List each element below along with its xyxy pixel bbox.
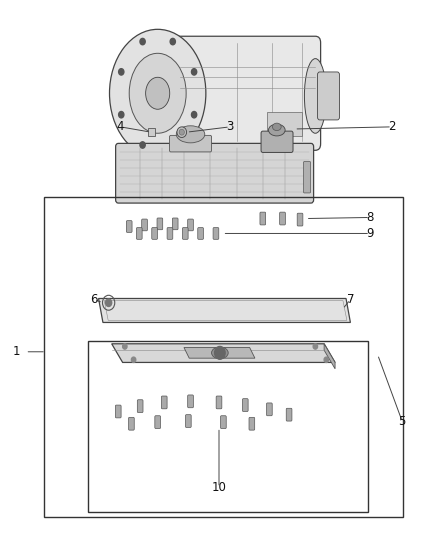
Text: 1: 1: [13, 345, 21, 358]
Bar: [267, 112, 302, 136]
Ellipse shape: [212, 347, 228, 359]
FancyBboxPatch shape: [157, 218, 162, 230]
FancyBboxPatch shape: [318, 72, 339, 120]
FancyBboxPatch shape: [213, 228, 219, 239]
Bar: [148, 128, 155, 136]
Ellipse shape: [272, 123, 281, 131]
Text: 3: 3: [226, 120, 233, 133]
FancyBboxPatch shape: [249, 417, 255, 430]
Circle shape: [106, 299, 112, 306]
FancyBboxPatch shape: [261, 131, 293, 152]
Circle shape: [324, 357, 328, 362]
Ellipse shape: [129, 53, 186, 133]
FancyBboxPatch shape: [216, 396, 222, 409]
Bar: [88, 341, 368, 512]
FancyBboxPatch shape: [126, 221, 132, 232]
Ellipse shape: [145, 77, 170, 109]
FancyBboxPatch shape: [161, 396, 167, 409]
FancyBboxPatch shape: [137, 228, 142, 239]
Polygon shape: [324, 344, 335, 369]
Ellipse shape: [179, 130, 184, 135]
FancyBboxPatch shape: [155, 416, 160, 429]
Circle shape: [191, 111, 197, 118]
FancyBboxPatch shape: [173, 218, 178, 230]
Ellipse shape: [110, 29, 206, 157]
FancyBboxPatch shape: [170, 135, 212, 152]
Text: 7: 7: [346, 293, 354, 306]
Circle shape: [131, 357, 136, 362]
Circle shape: [191, 69, 197, 75]
Circle shape: [313, 344, 318, 349]
FancyBboxPatch shape: [221, 416, 226, 429]
FancyBboxPatch shape: [142, 219, 147, 231]
FancyBboxPatch shape: [243, 399, 248, 411]
Circle shape: [170, 38, 175, 45]
Text: 9: 9: [366, 227, 374, 240]
Circle shape: [119, 69, 124, 75]
FancyBboxPatch shape: [152, 228, 157, 239]
Ellipse shape: [268, 124, 285, 136]
Polygon shape: [112, 344, 335, 362]
Circle shape: [140, 142, 145, 148]
FancyBboxPatch shape: [182, 228, 188, 239]
FancyBboxPatch shape: [266, 403, 272, 416]
FancyBboxPatch shape: [187, 219, 194, 231]
Circle shape: [140, 38, 145, 45]
FancyBboxPatch shape: [167, 228, 173, 239]
FancyBboxPatch shape: [116, 405, 121, 418]
FancyBboxPatch shape: [186, 415, 191, 427]
FancyBboxPatch shape: [129, 417, 134, 430]
Polygon shape: [184, 348, 255, 358]
Text: 6: 6: [90, 293, 98, 306]
Bar: [44, 197, 403, 517]
Text: 2: 2: [388, 120, 396, 133]
FancyBboxPatch shape: [187, 395, 194, 408]
Circle shape: [119, 111, 124, 118]
FancyBboxPatch shape: [297, 213, 303, 226]
Circle shape: [123, 344, 127, 349]
FancyBboxPatch shape: [198, 228, 203, 239]
FancyBboxPatch shape: [170, 36, 321, 150]
Text: 8: 8: [367, 211, 374, 224]
FancyBboxPatch shape: [116, 143, 314, 203]
FancyBboxPatch shape: [279, 212, 286, 225]
Text: 5: 5: [399, 415, 406, 427]
FancyBboxPatch shape: [137, 400, 143, 413]
Circle shape: [170, 142, 175, 148]
Ellipse shape: [177, 127, 187, 138]
FancyBboxPatch shape: [304, 161, 311, 193]
Ellipse shape: [304, 59, 326, 133]
Ellipse shape: [176, 126, 205, 143]
Text: 4: 4: [117, 120, 124, 133]
FancyBboxPatch shape: [260, 212, 265, 225]
Polygon shape: [99, 298, 350, 322]
FancyBboxPatch shape: [286, 408, 292, 421]
Text: 10: 10: [212, 481, 226, 494]
Circle shape: [215, 346, 225, 359]
